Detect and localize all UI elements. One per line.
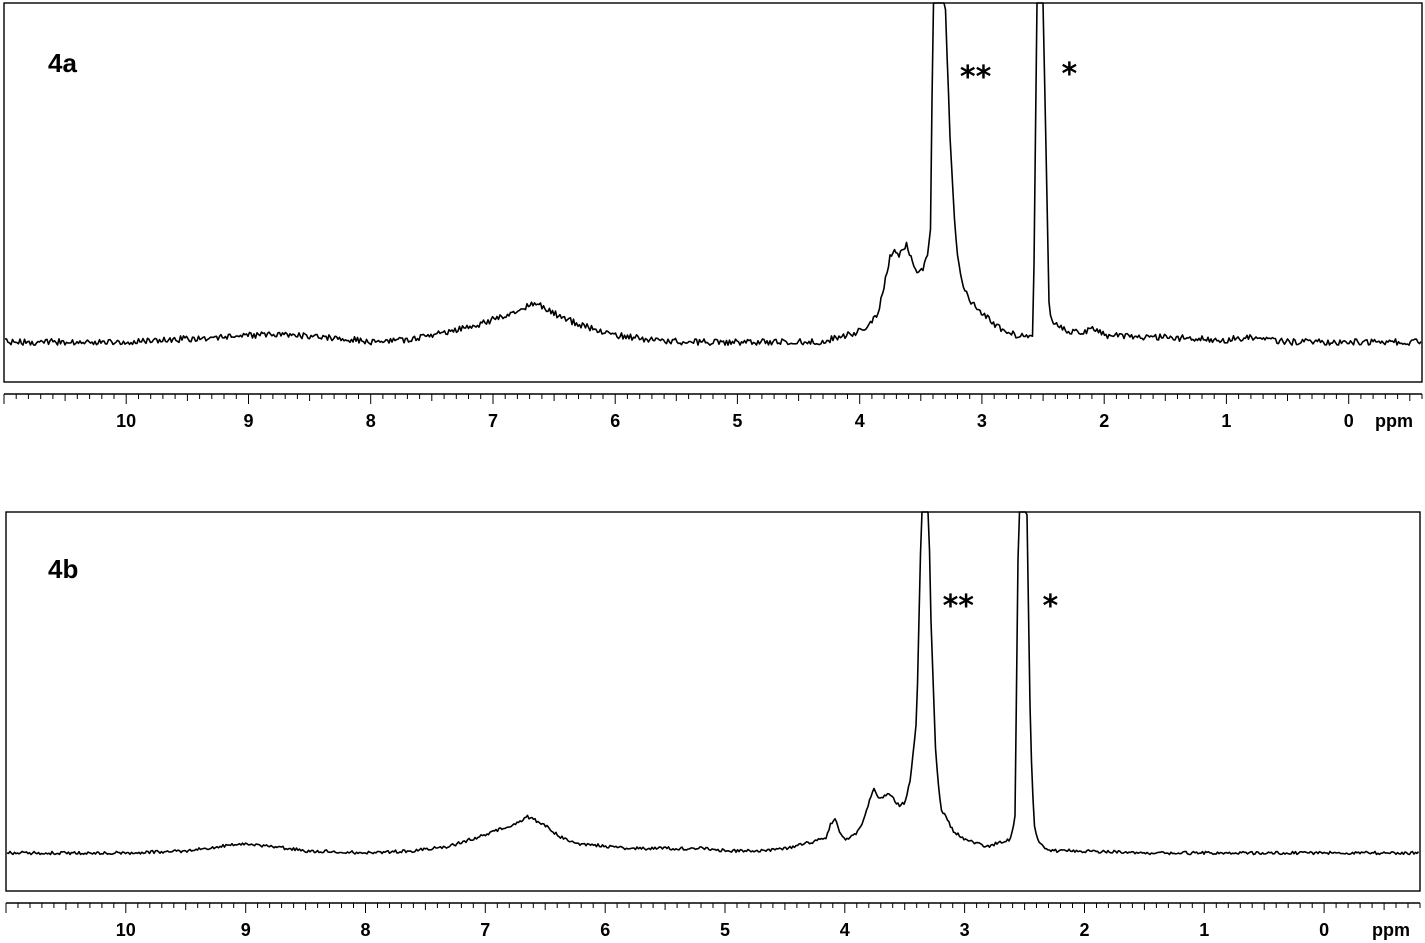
x-axis-ticks-4a: 10 9 8 7 6 5 4 3 2 1 0 xyxy=(3,394,1423,431)
panel-label-4a: 4a xyxy=(48,48,77,78)
x-tick-label: 9 xyxy=(243,411,253,431)
x-tick-label: 7 xyxy=(488,411,498,431)
x-tick-label: 7 xyxy=(480,920,490,940)
annotation-double-asterisk-4b: ** xyxy=(943,589,975,624)
spectrum-trace-4a xyxy=(5,2,1422,346)
x-tick-label: 8 xyxy=(360,920,370,940)
x-tick-label: 10 xyxy=(116,920,136,940)
x-tick-label: 4 xyxy=(855,411,865,431)
x-tick-label: 2 xyxy=(1099,411,1109,431)
x-axis-ticks-4b: 10 9 8 7 6 5 4 3 2 1 0 xyxy=(5,903,1421,940)
x-tick-label: 3 xyxy=(977,411,987,431)
annotation-asterisk-4a: * xyxy=(1062,57,1078,92)
x-axis-unit-4b: ppm xyxy=(1372,920,1410,940)
x-tick-label: 5 xyxy=(720,920,730,940)
x-tick-label: 10 xyxy=(116,411,136,431)
plot-frame-4b xyxy=(5,511,1421,892)
spectrum-line-4a xyxy=(5,2,1422,346)
x-tick-label: 6 xyxy=(610,411,620,431)
x-tick-label: 5 xyxy=(732,411,742,431)
annotation-double-asterisk-4a: ** xyxy=(960,60,992,95)
spectrum-trace-4b xyxy=(6,511,1420,856)
x-tick-label: 4 xyxy=(840,920,850,940)
x-tick-label: 0 xyxy=(1344,411,1354,431)
annotation-asterisk-4b: * xyxy=(1043,589,1059,624)
spectrum-line-4b xyxy=(6,511,1420,856)
panel-4b: 4b ** * 10 9 8 7 6 5 4 3 2 1 0 ppm xyxy=(5,511,1421,940)
plot-frame-4a xyxy=(3,2,1423,383)
x-tick-label: 1 xyxy=(1199,920,1209,940)
x-tick-label: 1 xyxy=(1221,411,1231,431)
x-axis-unit-4a: ppm xyxy=(1375,411,1413,431)
x-tick-label: 3 xyxy=(960,920,970,940)
panel-4a: 4a ** * 10 9 8 7 6 5 4 3 2 1 0 ppm xyxy=(3,2,1423,431)
x-tick-label: 9 xyxy=(241,920,251,940)
panel-label-4b: 4b xyxy=(48,554,78,584)
x-tick-label: 2 xyxy=(1079,920,1089,940)
x-tick-label: 6 xyxy=(600,920,610,940)
x-tick-label: 8 xyxy=(366,411,376,431)
x-tick-label: 0 xyxy=(1319,920,1329,940)
